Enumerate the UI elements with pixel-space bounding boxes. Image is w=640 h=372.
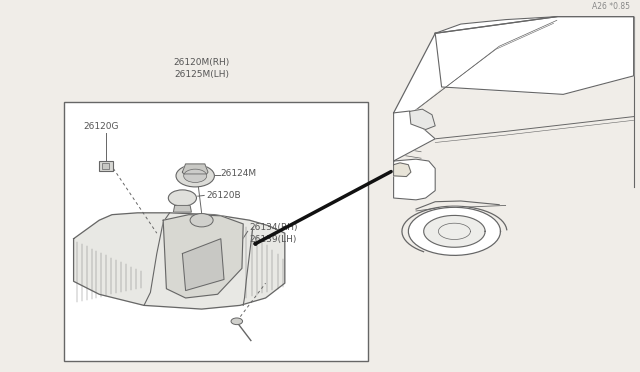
Circle shape	[190, 214, 213, 227]
Polygon shape	[410, 109, 435, 129]
Text: 26120G: 26120G	[83, 122, 118, 131]
Polygon shape	[173, 205, 191, 212]
Circle shape	[176, 165, 214, 187]
Polygon shape	[163, 215, 243, 298]
Polygon shape	[182, 164, 208, 174]
Polygon shape	[435, 17, 634, 50]
Circle shape	[168, 190, 196, 206]
Polygon shape	[74, 213, 285, 309]
Bar	[64, 102, 368, 361]
Polygon shape	[424, 215, 485, 247]
Bar	[99, 161, 113, 171]
Polygon shape	[408, 207, 500, 256]
Text: 26120B: 26120B	[206, 190, 241, 199]
Polygon shape	[394, 17, 634, 120]
Bar	[102, 163, 109, 169]
Polygon shape	[435, 17, 634, 94]
Circle shape	[231, 318, 243, 325]
Circle shape	[184, 169, 207, 183]
Polygon shape	[394, 111, 435, 161]
Polygon shape	[394, 163, 411, 177]
Text: A26 *0.85: A26 *0.85	[593, 2, 630, 11]
Text: 26134(RH)
26139(LH): 26134(RH) 26139(LH)	[250, 223, 298, 244]
Polygon shape	[182, 239, 224, 291]
Text: 26120M(RH)
26125M(LH): 26120M(RH) 26125M(LH)	[173, 58, 230, 79]
Text: 26124M: 26124M	[221, 170, 257, 179]
Polygon shape	[394, 159, 435, 200]
